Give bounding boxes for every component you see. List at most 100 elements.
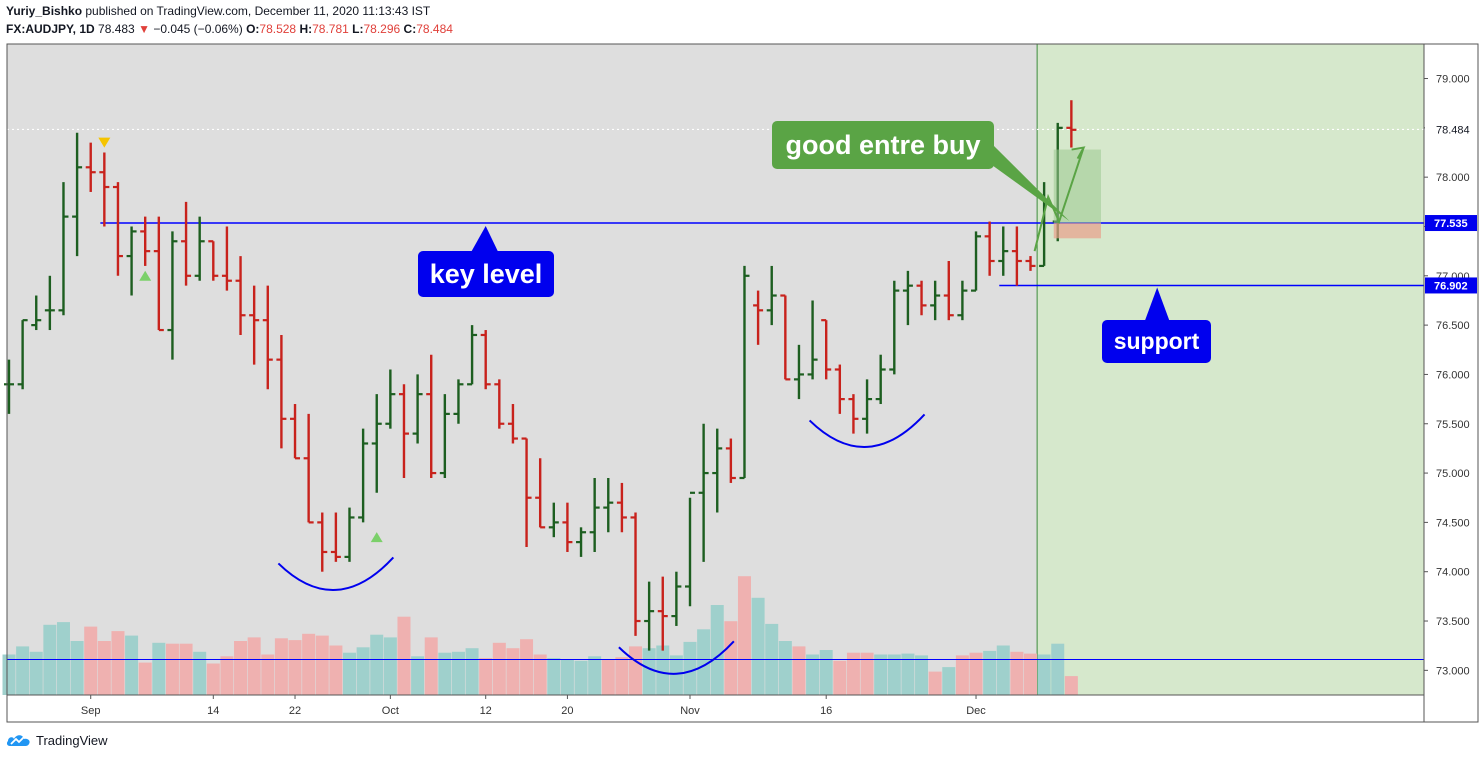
ohlc-bar[interactable] (793, 344, 804, 400)
x-axis-tick-label: Oct (382, 705, 399, 717)
ohlc-bar[interactable] (181, 201, 192, 286)
ohlc-bar[interactable] (371, 394, 382, 493)
ohlc-bar[interactable] (548, 502, 559, 538)
volume-bar (601, 659, 615, 695)
ohlc-bar[interactable] (1025, 256, 1036, 271)
ohlc-bar[interactable] (480, 330, 491, 390)
ohlc-bar[interactable] (603, 478, 614, 533)
ohlc-bar[interactable] (630, 512, 641, 636)
ohlc-bar[interactable] (535, 458, 546, 529)
ohlc-bar[interactable] (1011, 226, 1022, 286)
ohlc-bar[interactable] (889, 280, 900, 375)
volume-bar (179, 643, 193, 695)
ohlc-bar[interactable] (562, 502, 573, 552)
ohlc-bar[interactable] (208, 240, 219, 281)
support-callout[interactable]: support (1102, 320, 1211, 363)
ohlc-bar[interactable] (262, 285, 273, 390)
ohlc-bar[interactable] (671, 571, 682, 626)
ohlc-bar[interactable] (507, 404, 518, 444)
x-axis-tick-label: Nov (680, 705, 700, 717)
ohlc-bar[interactable] (644, 581, 655, 651)
ohlc-bar[interactable] (221, 226, 232, 291)
ohlc-bar[interactable] (194, 216, 205, 281)
footer-brand[interactable]: TradingView (6, 731, 108, 749)
ohlc-bar[interactable] (971, 231, 982, 292)
ohlc-bar[interactable] (412, 374, 423, 444)
ohlc-bar[interactable] (984, 221, 995, 276)
volume-bar (915, 655, 929, 695)
buy-signal-icon (370, 532, 383, 543)
ohlc-bar[interactable] (521, 437, 532, 548)
entry-buy-callout[interactable]: good entre buy (772, 121, 994, 169)
ohlc-bar[interactable] (616, 482, 627, 533)
ohlc-bar[interactable] (126, 226, 137, 296)
y-axis-tick-label: 74.500 (1436, 517, 1470, 529)
ohlc-bar[interactable] (140, 216, 151, 266)
ohlc-bar[interactable] (31, 295, 42, 331)
ohlc-bar[interactable] (657, 576, 668, 651)
path-arrow-icon (1071, 146, 1086, 160)
ohlc-bar[interactable] (862, 379, 873, 434)
ohlc-bar[interactable] (317, 512, 328, 572)
ohlc-bar[interactable] (725, 438, 736, 483)
ohlc-bar[interactable] (753, 290, 764, 345)
ohlc-bar[interactable] (712, 428, 723, 513)
ohlc-bar[interactable] (902, 270, 913, 326)
ohlc-bar[interactable] (426, 354, 437, 478)
volume-bar (438, 652, 452, 695)
ohlc-bar[interactable] (916, 280, 927, 316)
ohlc-bar[interactable] (739, 265, 750, 480)
ohlc-bar[interactable] (453, 379, 464, 424)
ohlc-bar[interactable] (398, 384, 409, 478)
ohlc-bar[interactable] (998, 226, 1009, 276)
volume-bar (125, 635, 139, 695)
ohlc-bar[interactable] (766, 265, 777, 326)
ohlc-bar[interactable] (780, 294, 791, 381)
ohlc-bar[interactable] (235, 256, 246, 335)
ohlc-bar[interactable] (99, 152, 110, 227)
ohlc-bar[interactable] (875, 354, 886, 405)
sell-signal-icon (98, 137, 111, 148)
ohlc-bar[interactable] (494, 379, 505, 429)
volume-bar (397, 616, 411, 695)
key-level-callout[interactable]: key level (418, 251, 554, 297)
ohlc-bar[interactable] (58, 182, 69, 316)
ohlc-bar[interactable] (72, 132, 83, 257)
ohlc-bar[interactable] (167, 231, 178, 360)
ohlc-bar[interactable] (943, 261, 954, 321)
ohlc-bar[interactable] (290, 404, 301, 460)
ohlc-bar[interactable] (330, 512, 341, 562)
ohlc-bar[interactable] (930, 280, 941, 321)
ohlc-bar[interactable] (821, 319, 832, 380)
ohlc-bar[interactable] (153, 216, 164, 332)
ohlc-bar[interactable] (467, 325, 478, 386)
ohlc-bar[interactable] (589, 478, 600, 552)
ohlc-bar[interactable] (957, 280, 968, 321)
volume-bar (1024, 653, 1037, 695)
ohlc-bar[interactable] (358, 428, 369, 523)
y-axis-tick-label: 78.000 (1436, 172, 1470, 184)
ohlc-bar[interactable] (439, 394, 450, 478)
volume-bar (274, 638, 288, 695)
ohlc-bar[interactable] (1066, 100, 1077, 148)
ohlc-bar[interactable] (44, 275, 55, 331)
ohlc-bar[interactable] (807, 300, 818, 380)
author-name[interactable]: Yuriy_Bishko (6, 4, 83, 18)
ohlc-bar[interactable] (276, 334, 287, 449)
ohlc-bar[interactable] (344, 507, 355, 562)
volume-bar (833, 660, 847, 695)
ohlc-bar[interactable] (385, 369, 396, 429)
ohlc-bar[interactable] (834, 364, 845, 414)
ohlc-bar[interactable] (112, 182, 123, 276)
ohlc-bar[interactable] (85, 142, 96, 192)
ohlc-bar[interactable] (249, 285, 260, 365)
ohlc-bar[interactable] (685, 491, 695, 607)
ohlc-bar[interactable] (303, 413, 314, 524)
price-label: 78.484 (1436, 124, 1470, 136)
ohlc-bar[interactable] (698, 423, 709, 562)
ohlc-bar[interactable] (848, 394, 859, 434)
ohlc-bar[interactable] (576, 527, 587, 557)
ohlc-bar[interactable] (17, 319, 28, 390)
volume-bar (642, 648, 656, 695)
